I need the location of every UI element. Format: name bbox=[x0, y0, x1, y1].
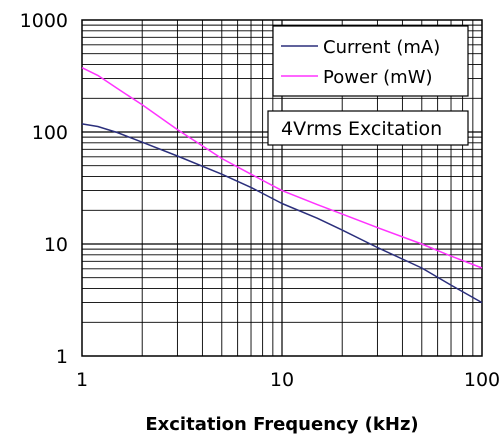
legend-label-power: Power (mW) bbox=[323, 67, 433, 88]
x-tick-label: 1 bbox=[76, 369, 88, 391]
y-tick-label: 1000 bbox=[20, 10, 68, 32]
series-line-current bbox=[81, 123, 483, 304]
y-tick-label: 100 bbox=[32, 122, 68, 144]
annotation-frame bbox=[267, 110, 469, 146]
tick-labels: 1 10 100 1 10 100 1000 bbox=[20, 10, 500, 391]
y-tick-label: 10 bbox=[44, 234, 68, 256]
legend-box bbox=[272, 25, 469, 97]
y-tick-label: 1 bbox=[56, 346, 68, 368]
x-axis-label: Excitation Frequency (kHz) bbox=[145, 414, 418, 435]
x-tick-label: 10 bbox=[270, 369, 294, 391]
series-line-power bbox=[81, 67, 483, 269]
x-tick-label: 100 bbox=[464, 369, 500, 391]
plot-area-frame bbox=[81, 19, 483, 357]
series-layer bbox=[81, 67, 483, 304]
legend-label-current: Current (mA) bbox=[323, 37, 440, 58]
annotation-box: 4Vrms Excitation bbox=[267, 110, 469, 146]
annotation-text: 4Vrms Excitation bbox=[281, 118, 442, 140]
legend: Current (mA) Power (mW) bbox=[272, 25, 469, 97]
